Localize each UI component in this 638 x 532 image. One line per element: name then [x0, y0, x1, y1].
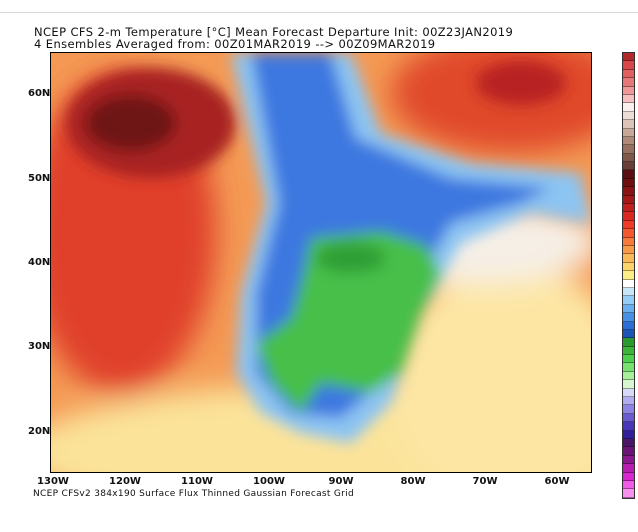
- map-title: NCEP CFS 2-m Temperature [°C] Mean Forec…: [34, 26, 513, 50]
- color-scale-swatch: [623, 262, 634, 272]
- color-scale-swatch: [623, 413, 634, 423]
- color-scale-swatch: [623, 237, 634, 246]
- color-scale-swatch: [623, 86, 634, 95]
- color-scale-swatch: [623, 489, 634, 498]
- color-scale-bar: [622, 52, 635, 499]
- color-scale-swatch: [623, 94, 634, 104]
- color-scale-swatch: [623, 405, 634, 414]
- color-scale-swatch: [623, 329, 634, 339]
- lon-label: 70W: [472, 476, 498, 487]
- color-scale-swatch: [623, 162, 634, 171]
- lat-label: 50N: [28, 173, 51, 184]
- lat-label: 20N: [28, 426, 51, 437]
- color-scale-swatch: [623, 204, 634, 213]
- color-scale-swatch: [623, 338, 634, 347]
- color-scale-swatch: [623, 313, 634, 322]
- color-scale-swatch: [623, 145, 634, 154]
- color-scale-swatch: [623, 472, 634, 481]
- color-scale-swatch: [623, 229, 634, 238]
- color-scale-swatch: [623, 455, 634, 465]
- color-scale-swatch: [623, 69, 634, 79]
- color-scale-swatch: [623, 464, 634, 473]
- color-scale-swatch: [623, 128, 634, 137]
- color-scale-swatch: [623, 279, 634, 288]
- color-scale-swatch: [623, 363, 634, 372]
- color-scale-swatch: [623, 380, 634, 389]
- color-scale-swatch: [623, 53, 634, 62]
- color-scale-swatch: [623, 103, 634, 112]
- color-scale-swatch: [623, 304, 634, 314]
- color-scale-swatch: [623, 61, 634, 70]
- color-scale-swatch: [623, 220, 634, 230]
- temperature-anomaly-map: [50, 52, 592, 473]
- lon-label: 90W: [328, 476, 354, 487]
- color-scale-swatch: [623, 346, 634, 356]
- northwest-peak-warm: [86, 95, 176, 151]
- color-scale-swatch: [623, 371, 634, 381]
- color-scale-swatch: [623, 212, 634, 221]
- color-scale-swatch: [623, 136, 634, 146]
- window-divider: [0, 12, 638, 13]
- lon-label: 120W: [109, 476, 141, 487]
- map-field: [51, 53, 591, 472]
- color-scale-swatch: [623, 245, 634, 255]
- lon-label: 130W: [37, 476, 69, 487]
- color-scale-swatch: [623, 187, 634, 196]
- color-scale-swatch: [623, 430, 634, 439]
- color-scale-swatch: [623, 111, 634, 121]
- color-scale-swatch: [623, 254, 634, 263]
- color-scale-swatch: [623, 153, 634, 163]
- color-scale-swatch: [623, 296, 634, 305]
- color-scale-swatch: [623, 78, 634, 87]
- southeast-cold-green: [256, 231, 441, 413]
- color-scale-swatch: [623, 447, 634, 456]
- color-scale-swatch: [623, 355, 634, 364]
- lon-label: 80W: [400, 476, 426, 487]
- color-scale-swatch: [623, 120, 634, 129]
- atlantic-warm-zone: [391, 263, 591, 472]
- tennessee-peak-cold: [316, 243, 386, 273]
- color-scale-swatch: [623, 422, 634, 431]
- color-scale-swatch: [623, 438, 634, 448]
- lat-label: 60N: [28, 88, 51, 99]
- lat-label: 30N: [28, 341, 51, 352]
- lon-label: 100W: [253, 476, 285, 487]
- color-scale-swatch: [623, 271, 634, 280]
- color-scale-swatch: [623, 170, 634, 179]
- color-scale-swatch: [623, 178, 634, 188]
- color-scale-swatch: [623, 287, 634, 297]
- lon-label: 110W: [181, 476, 213, 487]
- color-scale-swatch: [623, 397, 634, 406]
- color-scale-swatch: [623, 388, 634, 398]
- grid-footnote: NCEP CFSv2 384x190 Surface Flux Thinned …: [33, 489, 354, 499]
- color-scale-swatch: [623, 480, 634, 490]
- title-line-1: NCEP CFS 2-m Temperature [°C] Mean Forec…: [34, 25, 514, 39]
- labrador-peak-warm: [476, 61, 566, 105]
- color-scale-swatch: [623, 321, 634, 330]
- lat-label: 40N: [28, 257, 51, 268]
- title-line-2: 4 Ensembles Averaged from: 00Z01MAR2019 …: [34, 37, 436, 51]
- color-scale-swatch: [623, 195, 634, 205]
- lon-label: 60W: [544, 476, 570, 487]
